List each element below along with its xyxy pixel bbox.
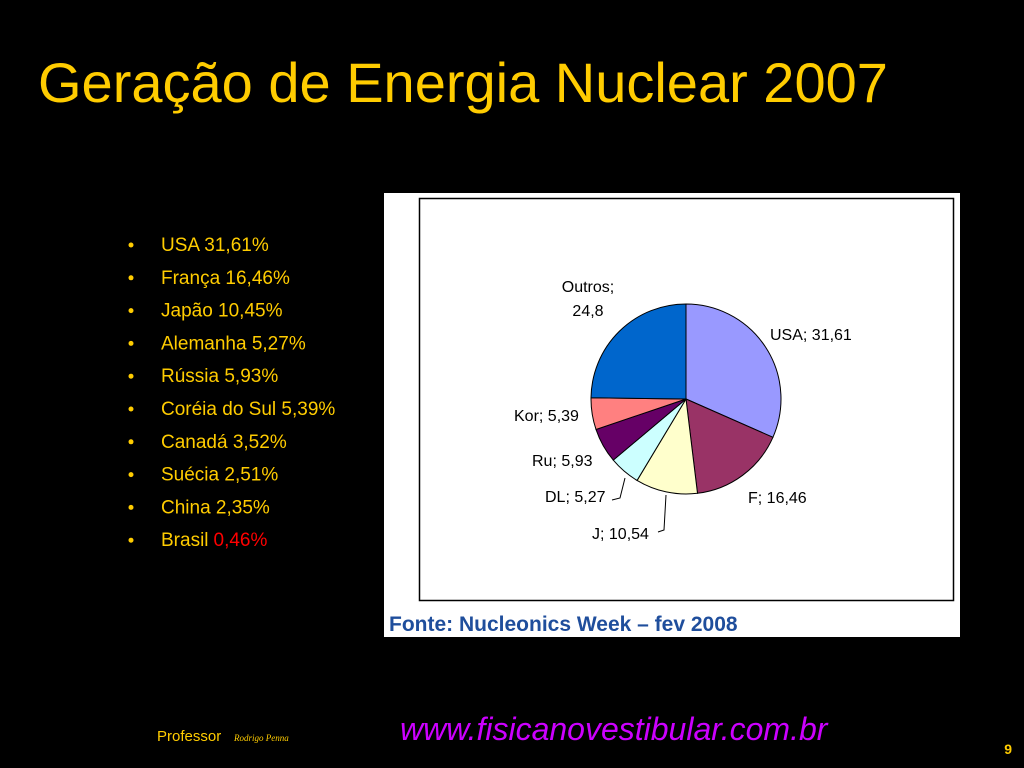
- bullet-dot: [128, 308, 134, 314]
- professor: Professor: [157, 728, 221, 745]
- chart-frame: [418, 197, 955, 602]
- bullet-text: Japão 10,45%: [161, 301, 283, 322]
- bullet-dot: [128, 439, 134, 445]
- bullet-text: Brasil 0,46%: [161, 530, 267, 551]
- bullet-dot: [128, 504, 134, 510]
- bullet-text: França 16,46%: [161, 268, 290, 289]
- pie-slice: [590, 303, 687, 400]
- slice-label: J; 10,54: [592, 526, 649, 543]
- pie: USA; 31,61 F; 16,46 J; 10,54 DL; 5,27 Ru; 5,…: [514, 279, 852, 543]
- bullet-dot: [128, 340, 134, 346]
- bullet-dot: [128, 242, 134, 248]
- bullet-dot: [128, 406, 134, 412]
- slice-label-line: 24,8: [572, 303, 603, 320]
- bullet-list: USA 31,61% França 16,46% Japão 10,45% Alema…: [128, 235, 335, 551]
- source: Fonte: Nucleonics Week – fev 2008: [389, 613, 738, 636]
- leader-line: [657, 494, 667, 533]
- bullet-dot: [128, 373, 134, 379]
- bullet-text: China 2,35%: [161, 497, 270, 518]
- website[interactable]: www.fisicanovestibular.com.br: [400, 711, 829, 747]
- slice-label: Outros; 24,8: [562, 279, 614, 320]
- bullet-text: Canadá 3,52%: [161, 432, 287, 453]
- pie-slice: [685, 398, 774, 494]
- bullet-text: Rússia 5,93%: [161, 366, 278, 387]
- bullet-text: Suécia 2,51%: [161, 465, 278, 486]
- bullet-text: Alemanha 5,27%: [161, 333, 306, 354]
- bullet-dot: [128, 472, 134, 478]
- bullet-text: Coréia do Sul 5,39%: [161, 399, 335, 420]
- slice-label: Kor; 5,39: [514, 408, 579, 425]
- bullet-dot: [128, 537, 134, 543]
- page-number: 9: [1004, 741, 1012, 757]
- slice-label: USA; 31,61: [770, 327, 852, 344]
- slice-label: F; 16,46: [748, 490, 807, 507]
- bullet-dot: [128, 275, 134, 281]
- signature: Rodrigo Penna: [233, 733, 289, 743]
- slice-label: DL; 5,27: [545, 489, 606, 506]
- pie-slice: [685, 303, 782, 438]
- bullet-value: 0,46%: [214, 530, 268, 551]
- bullet-label: Brasil: [161, 530, 209, 551]
- bullet-text: USA 31,61%: [161, 235, 269, 256]
- slice-label-line: Outros;: [562, 279, 614, 296]
- leader-line: [611, 477, 626, 501]
- slide-title: Geração de Energia Nuclear 2007: [38, 51, 888, 114]
- slice-label: Ru; 5,93: [532, 453, 593, 470]
